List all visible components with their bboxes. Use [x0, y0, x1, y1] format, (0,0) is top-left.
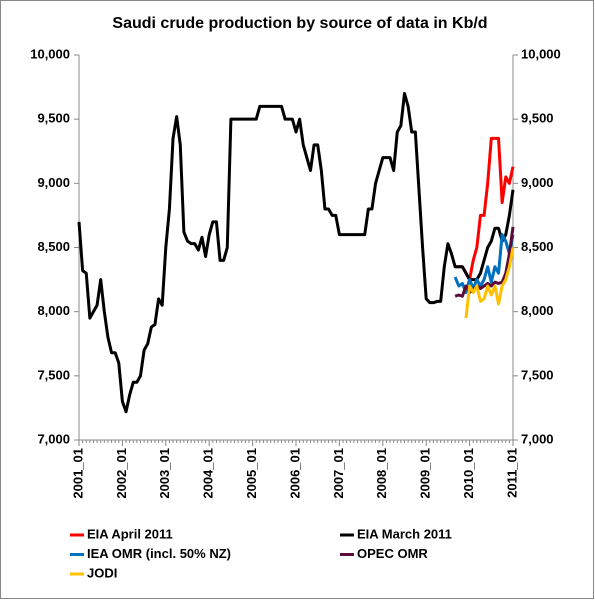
y2-tick-label: 9,500 [521, 111, 554, 126]
y2-tick-label: 7,500 [521, 367, 554, 382]
chart-title: Saudi crude production by source of data… [112, 15, 487, 32]
x-tick-label: 2005_01 [244, 448, 259, 499]
y-tick-label: 8,000 [37, 303, 70, 318]
x-tick-label: 2002_01 [114, 448, 129, 499]
x-tick-label: 2006_01 [287, 448, 302, 499]
legend-label: EIA March 2011 [357, 526, 452, 541]
y-tick-label: 7,500 [37, 367, 70, 382]
legend-label: IEA OMR (incl. 50% NZ) [87, 546, 231, 561]
legend-label: EIA April 2011 [87, 526, 173, 541]
x-tick-label: 2009_01 [418, 448, 433, 499]
series-line [454, 226, 515, 298]
y-tick-label: 9,500 [37, 111, 70, 126]
y2-tick-label: 7,000 [521, 431, 554, 446]
legend-label: JODI [87, 565, 117, 580]
x-tick-label: 2008_01 [374, 448, 389, 499]
x-tick-label: 2004_01 [201, 448, 216, 499]
y2-tick-label: 8,500 [521, 239, 554, 254]
y-tick-label: 10,000 [30, 46, 70, 61]
series-line [464, 247, 515, 319]
x-tick-label: 2007_01 [331, 448, 346, 499]
legend-label: OPEC OMR [357, 546, 428, 561]
x-tick-label: 2001_01 [70, 448, 85, 499]
y2-tick-label: 9,000 [521, 175, 554, 190]
y-tick-label: 8,500 [37, 239, 70, 254]
y2-tick-label: 8,000 [521, 303, 554, 318]
x-tick-label: 2010_01 [461, 448, 476, 499]
series-line [77, 92, 515, 414]
x-tick-label: 2011_01 [504, 448, 519, 498]
y2-tick-label: 10,000 [521, 46, 561, 61]
y-tick-label: 9,000 [37, 175, 70, 190]
y-tick-label: 7,000 [37, 431, 70, 446]
x-tick-label: 2003_01 [157, 448, 172, 499]
